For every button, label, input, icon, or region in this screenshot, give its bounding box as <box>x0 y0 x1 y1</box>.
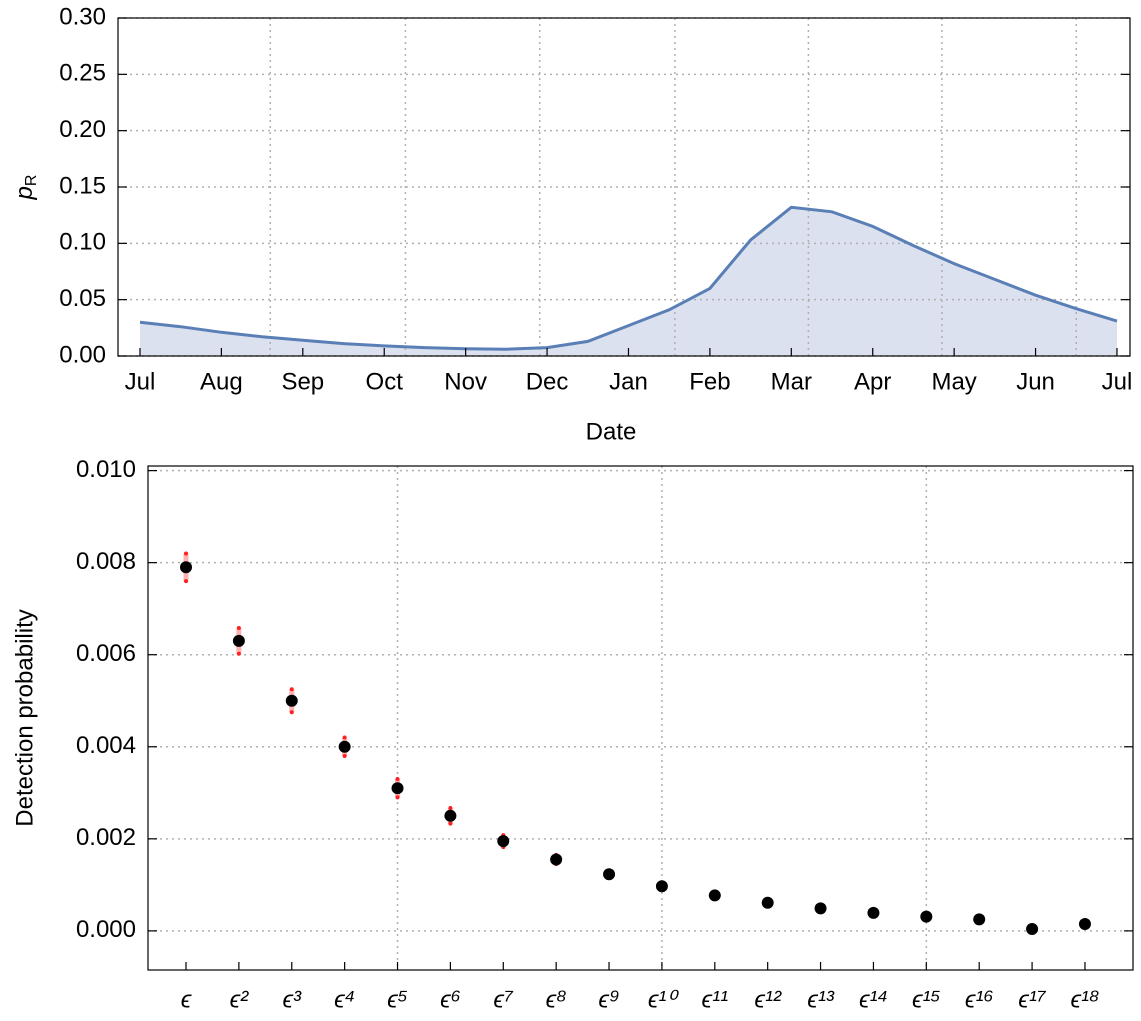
error-cap <box>342 735 347 740</box>
line <box>139 205 1118 351</box>
error-cap <box>395 795 400 800</box>
error-cap <box>236 626 241 631</box>
x-tick-label: Nov <box>444 368 487 395</box>
error-cap <box>448 821 453 826</box>
error-cap <box>236 651 241 656</box>
point <box>708 889 721 902</box>
y-tick-label: 0.05 <box>59 285 106 312</box>
x-tick-label: Feb <box>689 368 730 395</box>
x-axis-label: Date <box>586 418 637 445</box>
x-tick-label: ϵ¹¹ <box>702 986 729 1013</box>
point <box>1026 923 1039 936</box>
x-tick-label: ϵ³ <box>282 986 302 1013</box>
point <box>761 896 774 909</box>
y-tick-label: 0.30 <box>59 3 106 30</box>
point <box>1078 917 1091 930</box>
x-tick-label: ϵ¹⁸ <box>1070 986 1099 1013</box>
point <box>232 634 245 647</box>
y-tick-label: 0.20 <box>59 116 106 143</box>
y-axis-label: Detection probability <box>11 609 38 826</box>
error-cap <box>289 710 294 715</box>
y-label-sub: R <box>23 175 40 187</box>
point <box>603 868 616 881</box>
x-tick-label: Aug <box>200 368 243 395</box>
point <box>973 913 986 926</box>
x-tick-label: ϵ¹⁰ <box>648 986 680 1013</box>
x-tick-label: ϵ¹⁵ <box>912 986 941 1013</box>
x-tick-label: ϵ¹⁴ <box>859 986 888 1013</box>
x-tick-label: ϵ¹³ <box>807 986 835 1013</box>
point <box>550 853 563 866</box>
y-axis-label: pR <box>11 175 40 201</box>
x-tick-label: Jan <box>609 368 648 395</box>
error-cap <box>184 551 188 556</box>
error-cap <box>184 579 188 584</box>
x-tick-label: ϵ <box>181 986 192 1013</box>
y-tick-label: 0.008 <box>76 548 136 575</box>
error-cap <box>289 687 294 692</box>
point <box>391 782 404 795</box>
x-tick-label: ϵ⁹ <box>598 986 619 1013</box>
x-tick-label: ϵ¹⁶ <box>965 986 994 1013</box>
y-tick-label: 0.00 <box>59 341 106 368</box>
x-tick-label: ϵ⁵ <box>387 986 408 1013</box>
x-tick-label: Mar <box>771 368 812 395</box>
point <box>655 880 668 893</box>
x-tick-label: ϵ¹² <box>754 986 782 1013</box>
point <box>285 694 298 707</box>
x-tick-label: Dec <box>526 368 569 395</box>
x-tick-label: May <box>931 368 976 395</box>
error-cap <box>395 776 400 781</box>
y-tick-label: 0.15 <box>59 172 106 199</box>
point <box>920 910 933 923</box>
plot-frame <box>147 465 1134 971</box>
x-tick-label: Jun <box>1016 368 1055 395</box>
y-tick-label: 0.010 <box>76 456 136 483</box>
y-tick-label: 0.004 <box>76 732 136 759</box>
point <box>444 809 457 822</box>
x-tick-label: Jul <box>1102 368 1133 395</box>
x-tick-label: ϵ⁸ <box>546 986 567 1013</box>
x-tick-label: Sep <box>281 368 324 395</box>
x-tick-label: ϵ² <box>230 986 250 1013</box>
x-tick-label: ϵ⁶ <box>440 986 461 1013</box>
x-tick-label: Jul <box>125 368 156 395</box>
y-label-main: p <box>11 186 38 200</box>
error-cap <box>342 753 347 758</box>
area-fill <box>140 207 1117 356</box>
x-tick-label: ϵ⁷ <box>493 986 514 1013</box>
point <box>338 740 351 753</box>
point <box>867 906 880 919</box>
y-tick-label: 0.25 <box>59 60 106 87</box>
point <box>497 835 510 848</box>
y-tick-label: 0.002 <box>76 824 136 851</box>
x-tick-label: Oct <box>366 368 404 395</box>
point <box>814 902 827 915</box>
y-tick-label: 0.006 <box>76 640 136 667</box>
y-tick-label: 0.10 <box>59 229 106 256</box>
x-tick-label: Apr <box>854 368 891 395</box>
x-tick-label: ϵ⁴ <box>334 986 355 1013</box>
y-tick-label: 0.000 <box>76 916 136 943</box>
point <box>180 561 192 574</box>
x-tick-label: ϵ¹⁷ <box>1018 986 1047 1013</box>
error-cap <box>448 805 453 810</box>
